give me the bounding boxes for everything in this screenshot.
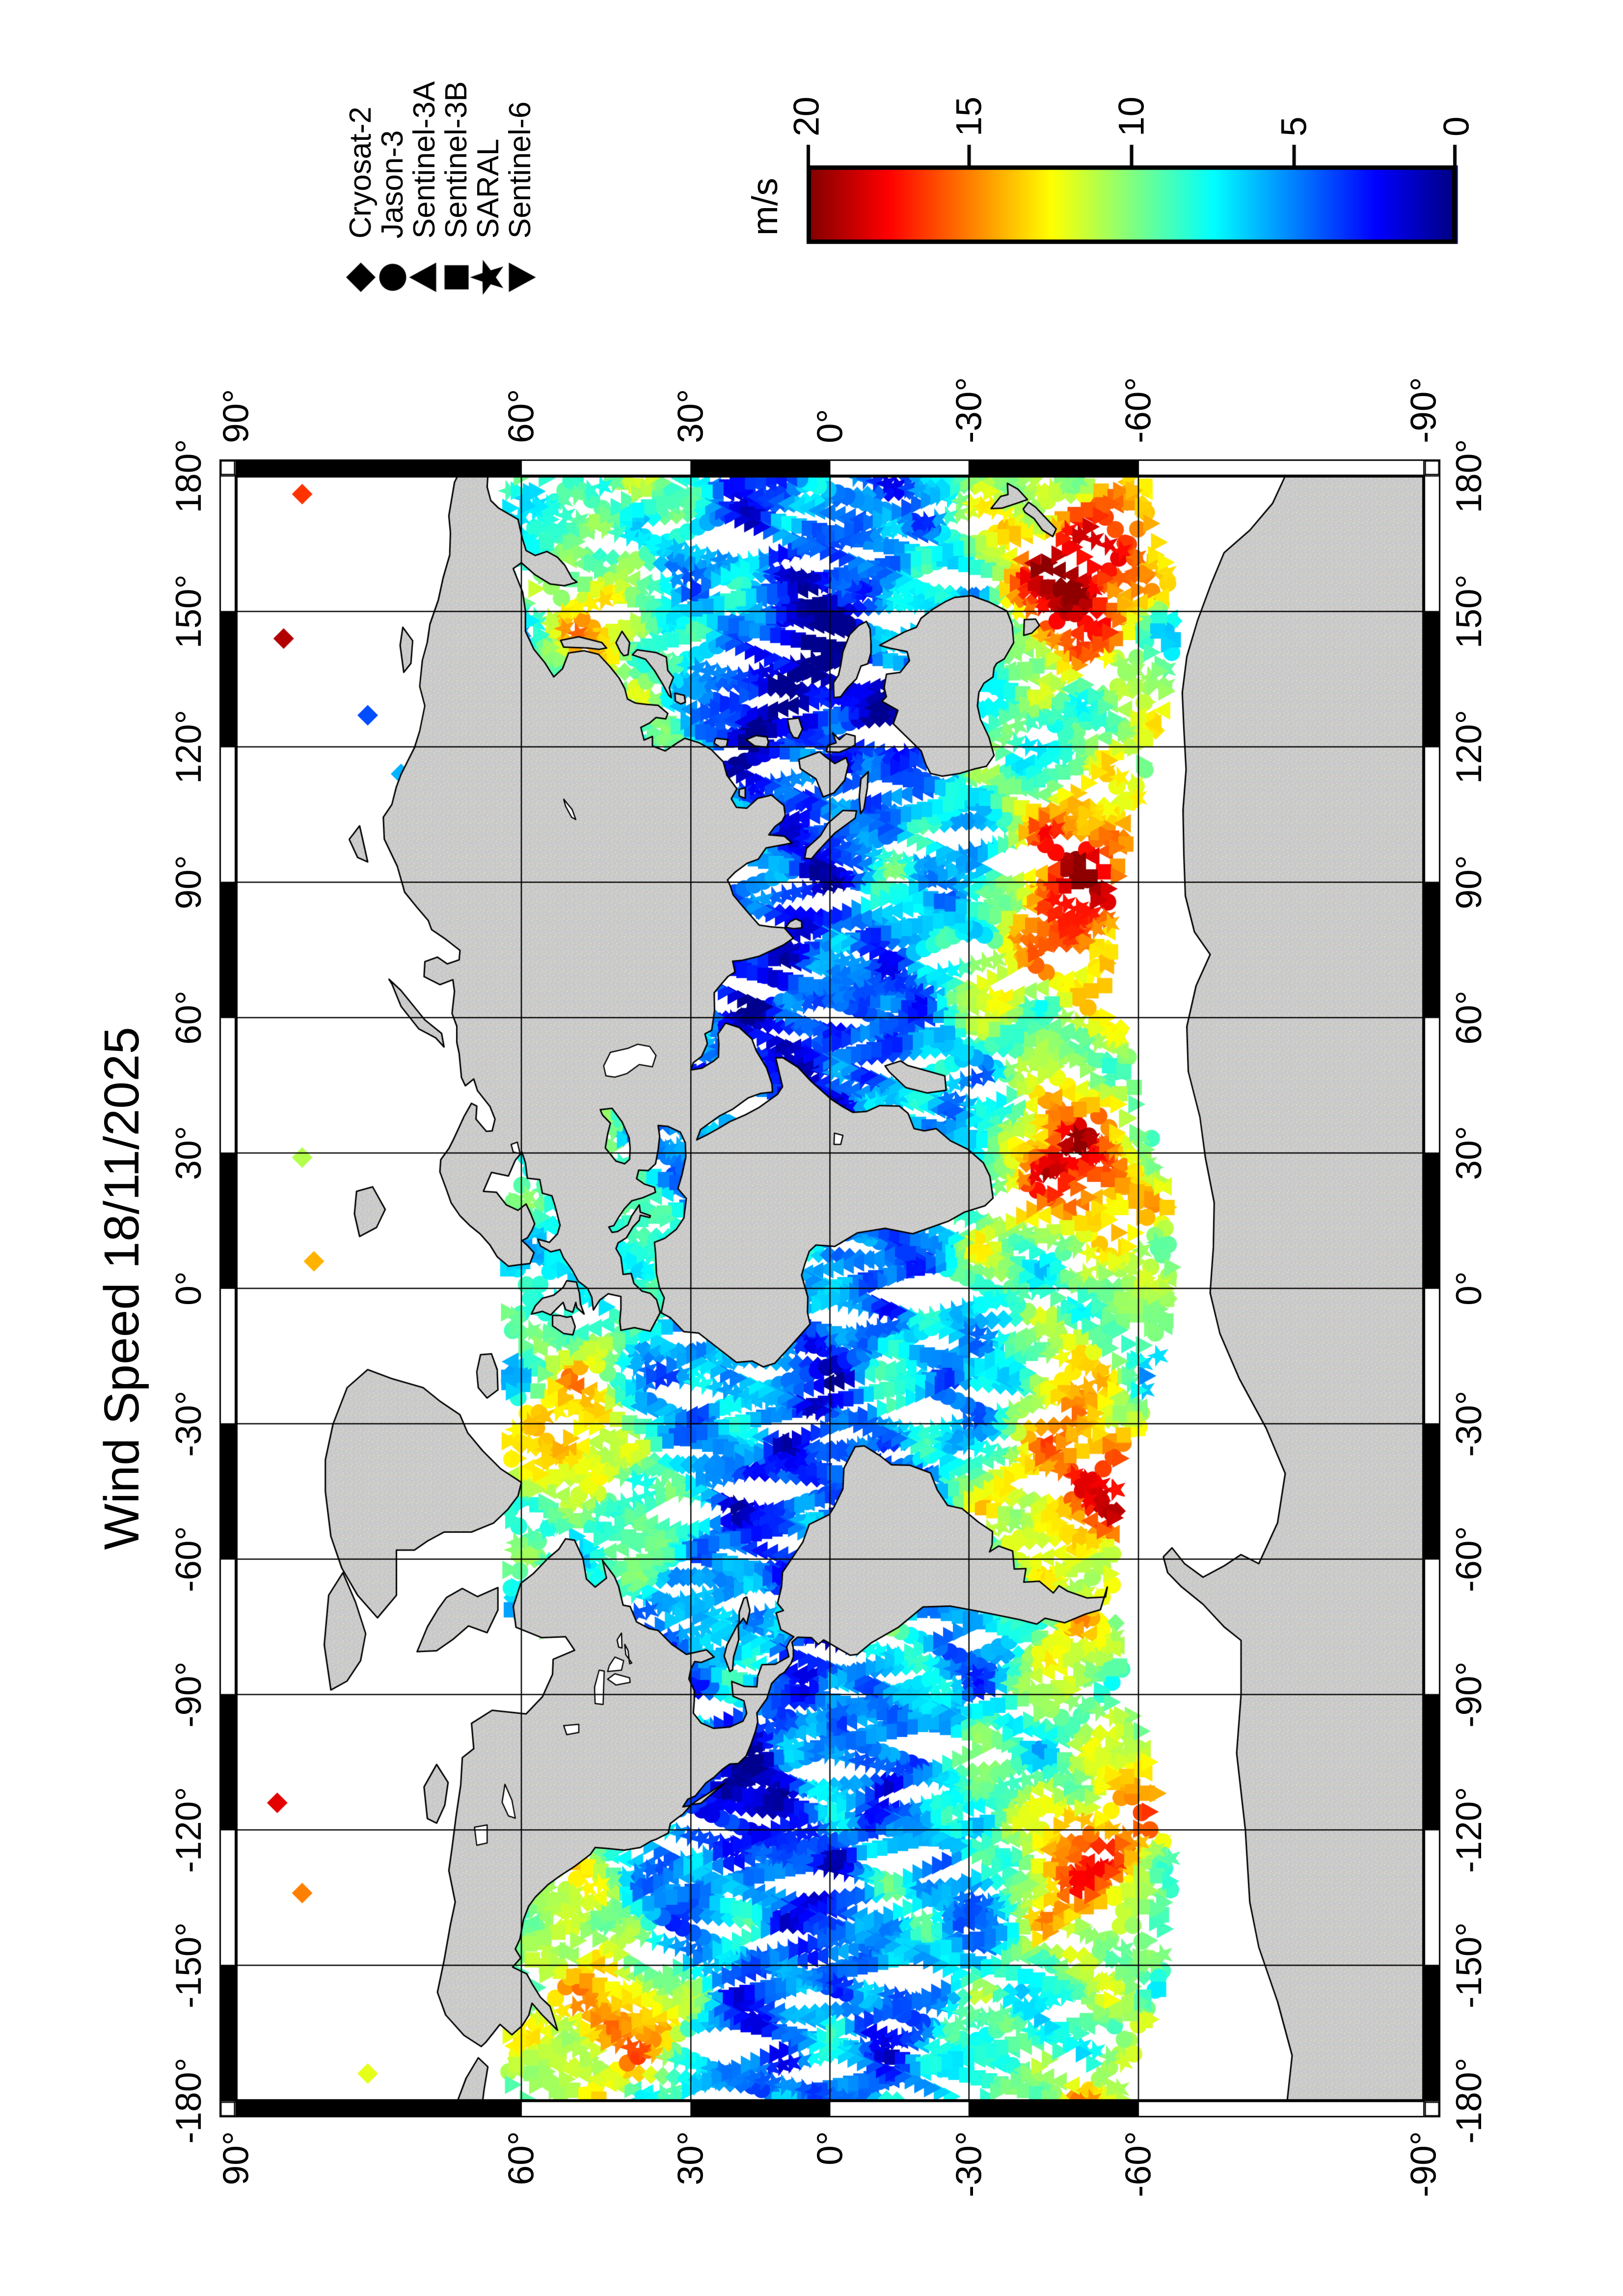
lon-label-top-150: 150° — [169, 574, 209, 649]
plot-title: Wind Speed 18/11/2025 — [94, 1027, 149, 1550]
legend-label-sentinel-3b: Sentinel-3B — [439, 81, 473, 239]
lon-label-bottom-60: 60° — [1449, 990, 1489, 1045]
lat-label-left--60: -60° — [1118, 2131, 1159, 2197]
colorbar-tick-label-10: 10 — [1111, 96, 1152, 136]
lat-label-right--90: -90° — [1404, 377, 1444, 443]
lon-label-bottom-180: 180° — [1449, 439, 1489, 513]
lon-label-top-0: 0° — [169, 1271, 209, 1306]
colorbar-tick-label-0: 0 — [1436, 116, 1477, 136]
lon-label-bottom--120: -120° — [1449, 1787, 1489, 1873]
colorbar-unit-label: m/s — [745, 178, 785, 236]
legend-label-sentinel-3a: Sentinel-3A — [407, 81, 441, 239]
lon-label-bottom-30: 30° — [1449, 1125, 1489, 1180]
lat-label-right--60: -60° — [1118, 377, 1159, 443]
lon-label-top--60: -60° — [169, 1526, 209, 1593]
lon-label-bottom-120: 120° — [1449, 710, 1489, 784]
lon-label-top--180: -180° — [169, 2057, 209, 2144]
lon-label-top-30: 30° — [169, 1125, 209, 1180]
lon-label-bottom--60: -60° — [1449, 1526, 1489, 1593]
lon-label-top--90: -90° — [169, 1661, 209, 1728]
lon-label-top-120: 120° — [169, 710, 209, 784]
lat-label-right-90: 90° — [216, 389, 256, 443]
colorbar-tick-label-20: 20 — [786, 96, 827, 136]
lat-label-left-0: 0° — [810, 2131, 850, 2165]
lon-label-bottom-150: 150° — [1449, 574, 1489, 649]
legend-label-cryosat-2: Cryosat-2 — [344, 107, 378, 239]
lon-label-bottom--150: -150° — [1449, 1922, 1489, 2008]
lon-label-top-60: 60° — [169, 990, 209, 1045]
lat-label-left--90: -90° — [1404, 2131, 1444, 2197]
colorbar-tick-label-5: 5 — [1274, 116, 1314, 136]
lat-label-right-30: 30° — [671, 389, 711, 443]
lon-label-top--150: -150° — [169, 1922, 209, 2008]
legend-label-jason-3: Jason-3 — [376, 130, 409, 239]
lon-label-bottom--90: -90° — [1449, 1661, 1489, 1728]
lon-label-top--120: -120° — [169, 1787, 209, 1873]
lat-label-left-90: 90° — [216, 2131, 256, 2186]
lon-label-bottom--180: -180° — [1449, 2057, 1489, 2144]
lat-label-right--30: -30° — [949, 377, 989, 443]
lon-label-top--30: -30° — [169, 1390, 209, 1457]
lat-label-left-60: 60° — [501, 2131, 541, 2186]
legend-label-saral: SARAL — [471, 138, 505, 239]
lon-label-bottom-90: 90° — [1449, 855, 1489, 909]
lat-label-left--30: -30° — [949, 2131, 989, 2197]
lat-label-right-0: 0° — [810, 409, 850, 443]
legend-label-sentinel-6: Sentinel-6 — [503, 101, 537, 239]
lon-label-top-180: 180° — [169, 439, 209, 513]
lon-label-bottom-0: 0° — [1449, 1271, 1489, 1306]
colorbar-tick-label-15: 15 — [949, 96, 989, 136]
lat-label-left-30: 30° — [671, 2131, 711, 2186]
lon-label-top-90: 90° — [169, 855, 209, 909]
lat-label-right-60: 60° — [501, 389, 541, 443]
lon-label-bottom--30: -30° — [1449, 1390, 1489, 1457]
